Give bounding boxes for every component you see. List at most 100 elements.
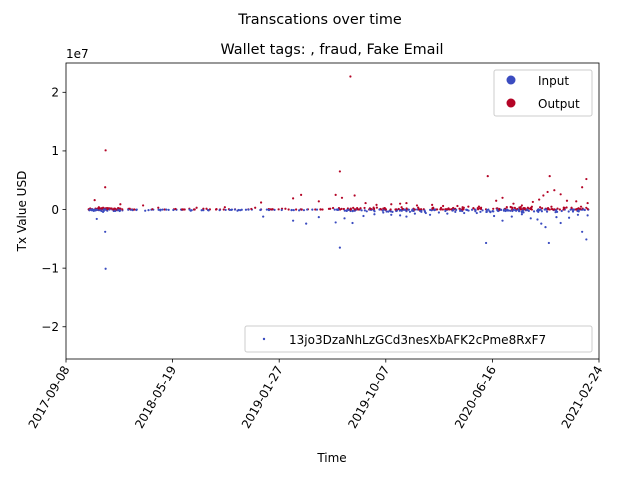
input-point: [144, 209, 147, 212]
output-point: [104, 186, 107, 189]
output-point: [151, 208, 154, 211]
output-point: [389, 208, 392, 211]
output-point: [250, 207, 253, 211]
input-point: [399, 214, 402, 217]
input-point: [569, 208, 572, 211]
output-point: [342, 207, 345, 211]
input-point: [461, 209, 464, 213]
input-point: [479, 210, 482, 213]
input-point: [428, 213, 432, 216]
output-point: [364, 201, 367, 205]
input-point: [474, 210, 477, 213]
input-point: [373, 213, 376, 216]
input-point: [93, 208, 97, 211]
input-point: [363, 209, 366, 212]
input-point: [292, 219, 295, 222]
output-point: [98, 207, 101, 210]
output-point: [121, 208, 124, 211]
output-point: [215, 208, 218, 211]
output-point: [319, 208, 322, 211]
legend-lower-box: [244, 325, 593, 353]
x-axis-label: Time: [316, 451, 346, 465]
output-point: [375, 203, 378, 206]
output-point: [550, 205, 553, 208]
output-point: [415, 204, 419, 207]
input-point: [302, 209, 306, 212]
input-point: [400, 209, 403, 212]
input-point: [463, 211, 466, 215]
chart-title: Wallet tags: , fraud, Fake Email: [220, 42, 443, 58]
legend-output-label: Output: [538, 97, 580, 111]
output-point: [512, 202, 515, 205]
output-point: [548, 208, 551, 211]
input-point: [521, 209, 524, 212]
input-point: [547, 241, 550, 245]
output-point: [352, 206, 355, 209]
input-point: [161, 208, 164, 211]
input-point: [517, 210, 521, 213]
input-point: [540, 210, 543, 213]
input-point: [244, 208, 248, 211]
input-point: [381, 209, 384, 212]
output-point: [559, 193, 562, 196]
input-point: [577, 210, 580, 213]
output-point: [579, 207, 582, 211]
input-point: [454, 210, 457, 213]
output-point: [349, 75, 352, 78]
input-point: [513, 209, 517, 212]
input-point: [280, 208, 283, 212]
output-point: [163, 208, 166, 211]
input-point: [491, 210, 494, 213]
input-point: [429, 208, 432, 211]
legend-input-marker: [506, 75, 516, 85]
input-point: [475, 211, 478, 215]
input-point: [95, 217, 98, 221]
output-point: [259, 201, 263, 204]
output-point: [340, 196, 344, 199]
output-point: [539, 206, 542, 209]
output-point: [542, 194, 545, 197]
input-point: [362, 214, 365, 218]
input-point: [536, 218, 539, 221]
input-point: [306, 208, 309, 211]
input-point: [555, 216, 558, 219]
input-point: [262, 215, 265, 218]
input-point: [526, 208, 529, 211]
output-point: [128, 207, 131, 210]
input-point: [190, 209, 193, 212]
output-point: [317, 200, 320, 203]
output-point: [575, 208, 578, 211]
output-point: [329, 207, 332, 210]
input-point: [385, 210, 388, 213]
input-point: [267, 208, 271, 212]
input-point: [382, 211, 385, 214]
input-point: [407, 208, 410, 211]
input-point: [455, 208, 458, 211]
plot-frame: [65, 62, 600, 360]
output-point: [115, 208, 118, 211]
input-point: [581, 230, 584, 233]
y-tick-label: 0: [51, 203, 59, 217]
input-point: [200, 209, 203, 212]
chart-suptitle: Transcations over time: [237, 12, 402, 28]
input-point: [378, 208, 381, 211]
output-point: [581, 186, 584, 189]
output-point: [527, 207, 530, 210]
output-point: [195, 206, 198, 209]
output-point: [495, 199, 498, 202]
output-point: [546, 207, 550, 210]
input-point: [265, 208, 268, 211]
output-point: [556, 207, 559, 210]
output-point: [461, 206, 464, 209]
output-point: [467, 205, 470, 208]
output-point: [104, 149, 107, 152]
input-point: [510, 215, 513, 218]
output-point: [586, 201, 589, 205]
input-point: [586, 214, 589, 217]
input-point: [485, 210, 488, 213]
input-point: [247, 208, 250, 211]
input-point: [333, 208, 336, 211]
input-point: [470, 208, 474, 211]
output-point: [553, 208, 556, 211]
output-point: [450, 208, 453, 211]
